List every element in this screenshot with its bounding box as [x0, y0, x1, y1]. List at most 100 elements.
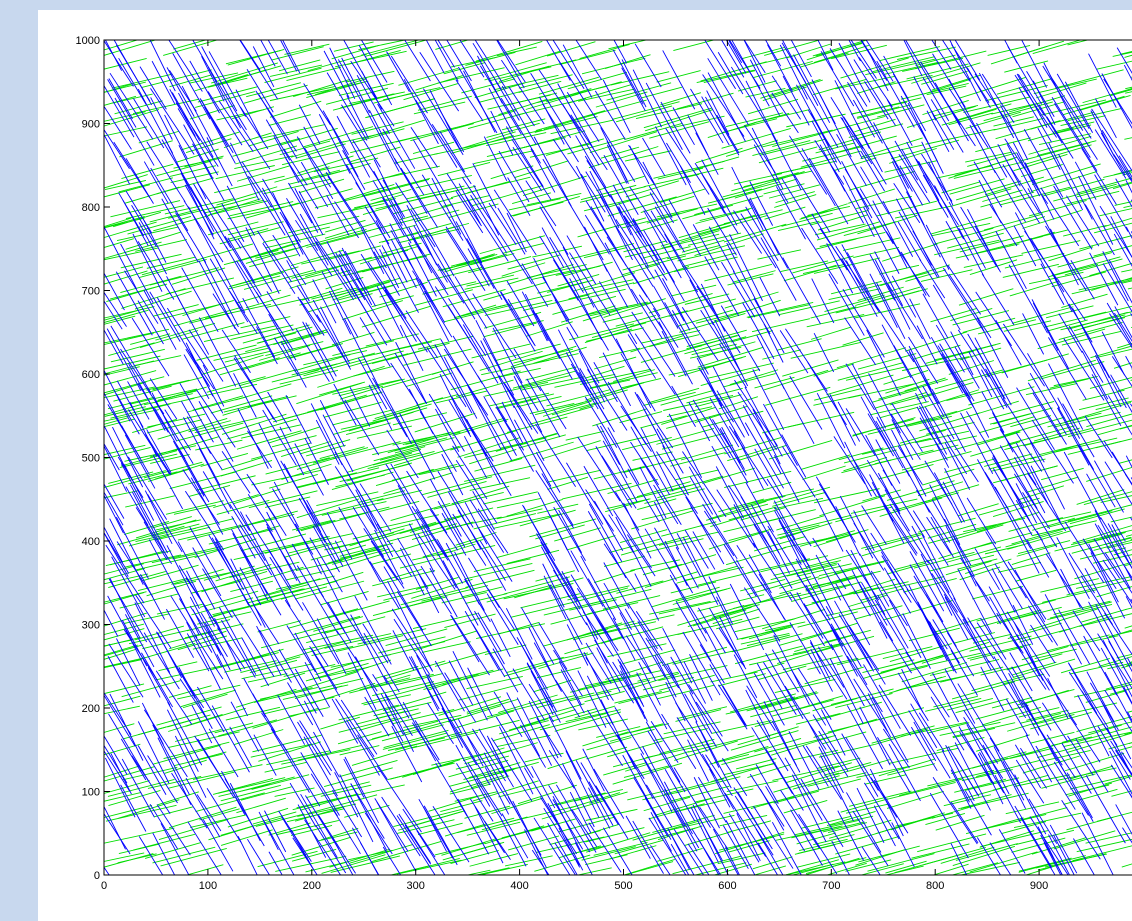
segment [933, 617, 981, 634]
segment [1040, 834, 1063, 875]
segment [955, 180, 1022, 201]
segment [830, 643, 865, 707]
segment [104, 126, 148, 137]
segment [186, 633, 210, 672]
segment [959, 347, 1002, 361]
segment [767, 525, 810, 594]
segment [589, 372, 658, 389]
segment [836, 134, 867, 187]
segment [530, 72, 572, 139]
segment [263, 583, 310, 597]
segment [587, 369, 628, 431]
segment [930, 99, 964, 153]
segment [834, 759, 890, 776]
segment [379, 249, 400, 289]
segment [447, 306, 490, 372]
segment [1083, 491, 1132, 506]
segment [169, 70, 197, 112]
segment [879, 497, 943, 517]
segment [208, 528, 276, 545]
segment [700, 368, 760, 387]
segment [989, 737, 1024, 792]
segment [310, 544, 367, 561]
segment [869, 273, 898, 328]
segment [925, 128, 996, 145]
segment [303, 700, 332, 753]
segment [1102, 263, 1132, 313]
segment [575, 40, 603, 80]
segment [993, 656, 1024, 709]
segment [484, 62, 547, 81]
segment [541, 440, 601, 460]
segment [316, 558, 346, 615]
segment [390, 362, 419, 405]
segment [444, 672, 477, 723]
segment [483, 396, 517, 456]
segment [357, 357, 388, 410]
segment [712, 604, 760, 618]
segment [484, 311, 542, 329]
segment [816, 757, 861, 769]
segment [172, 267, 226, 285]
segment [656, 203, 718, 218]
segment [653, 307, 679, 348]
segment [1030, 731, 1075, 744]
segment [164, 759, 207, 774]
segment [748, 554, 772, 594]
segment [587, 511, 627, 579]
segment [104, 765, 141, 778]
segment [552, 799, 584, 850]
segment [1094, 523, 1131, 589]
segment [189, 605, 224, 657]
segment [843, 449, 897, 464]
segment [569, 252, 611, 316]
segment [506, 692, 541, 757]
segment [815, 498, 844, 552]
segment [328, 245, 382, 260]
segment [1065, 784, 1110, 796]
segment [615, 338, 652, 409]
segment [1043, 62, 1077, 128]
segment [689, 654, 713, 701]
segment [300, 752, 340, 816]
segment [259, 345, 311, 361]
segment [377, 514, 439, 529]
segment [1028, 200, 1087, 217]
segment [908, 584, 942, 650]
segment [650, 845, 671, 875]
segment [587, 386, 615, 433]
segment [1002, 760, 1025, 801]
segment [1002, 164, 1041, 224]
segment [121, 680, 181, 698]
segment [743, 662, 785, 676]
segment [857, 581, 894, 642]
segment [578, 718, 628, 731]
segment [877, 472, 901, 515]
segment [149, 378, 178, 420]
segment [1058, 153, 1093, 220]
segment [1088, 53, 1117, 108]
segment [707, 362, 774, 379]
segment [661, 432, 725, 450]
segment [943, 267, 985, 333]
segment [1036, 82, 1087, 99]
segment [1109, 630, 1132, 637]
segment [699, 728, 732, 789]
segment [273, 135, 300, 183]
segment [1101, 129, 1132, 181]
segment [104, 805, 126, 850]
segment [802, 85, 839, 148]
segment [464, 502, 488, 545]
segment [1024, 230, 1058, 280]
segment [483, 136, 508, 182]
segment [933, 472, 963, 524]
segment [344, 399, 380, 456]
segment [602, 595, 661, 610]
segment [396, 815, 436, 875]
segment [1014, 569, 1046, 623]
segment [1021, 645, 1069, 661]
segment [1013, 473, 1051, 530]
segment [227, 228, 269, 240]
segment [613, 40, 628, 64]
segment [656, 428, 684, 474]
